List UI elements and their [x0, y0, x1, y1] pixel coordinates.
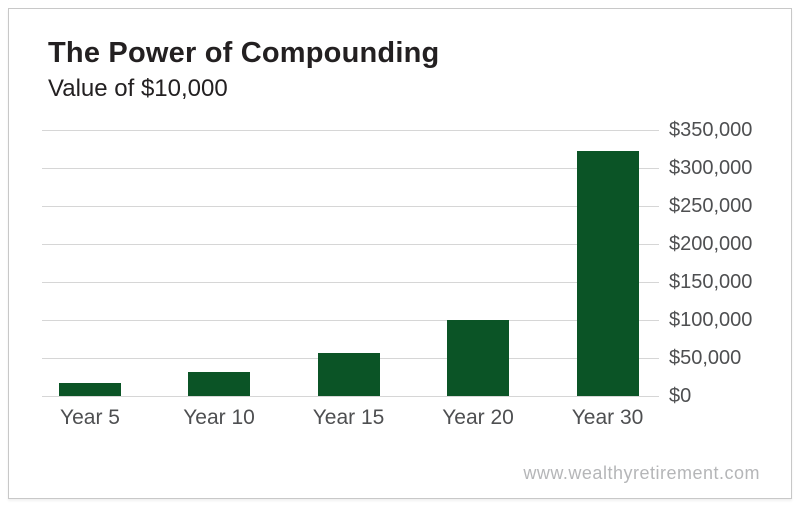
y-tick-label: $50,000 — [669, 347, 742, 369]
chart-subtitle: Value of $10,000 — [48, 75, 228, 102]
gridline — [42, 167, 659, 169]
y-tick-label: $350,000 — [669, 119, 753, 141]
x-tick-label: Year 20 — [442, 406, 514, 429]
y-tick-label: $200,000 — [669, 233, 753, 255]
gridline — [42, 205, 659, 207]
y-tick-label: $100,000 — [669, 309, 753, 331]
bar-year-10 — [188, 372, 250, 396]
gridline — [42, 243, 659, 245]
x-tick-label: Year 5 — [60, 406, 120, 429]
x-tick-label: Year 30 — [571, 406, 644, 429]
x-tick-label: Year 15 — [312, 406, 385, 429]
gridline — [42, 281, 659, 283]
bar-year-15 — [317, 353, 380, 396]
plot-area — [42, 129, 659, 397]
x-tick-label: Year 10 — [183, 406, 255, 429]
bar-year-20 — [447, 320, 509, 396]
bar-year-30 — [576, 151, 639, 396]
y-tick-label: $250,000 — [669, 195, 753, 217]
bar-year-5 — [59, 383, 121, 396]
chart-title: The Power of Compounding — [48, 37, 440, 69]
y-tick-label: $300,000 — [669, 157, 753, 179]
gridline — [42, 395, 659, 397]
y-tick-label: $150,000 — [669, 271, 753, 293]
gridline — [42, 319, 659, 321]
website-watermark: www.wealthyretirement.com — [523, 463, 760, 483]
y-tick-label: $0 — [669, 385, 692, 407]
gridline — [42, 129, 659, 131]
chart-card: The Power of Compounding Value of $10,00… — [8, 8, 792, 499]
